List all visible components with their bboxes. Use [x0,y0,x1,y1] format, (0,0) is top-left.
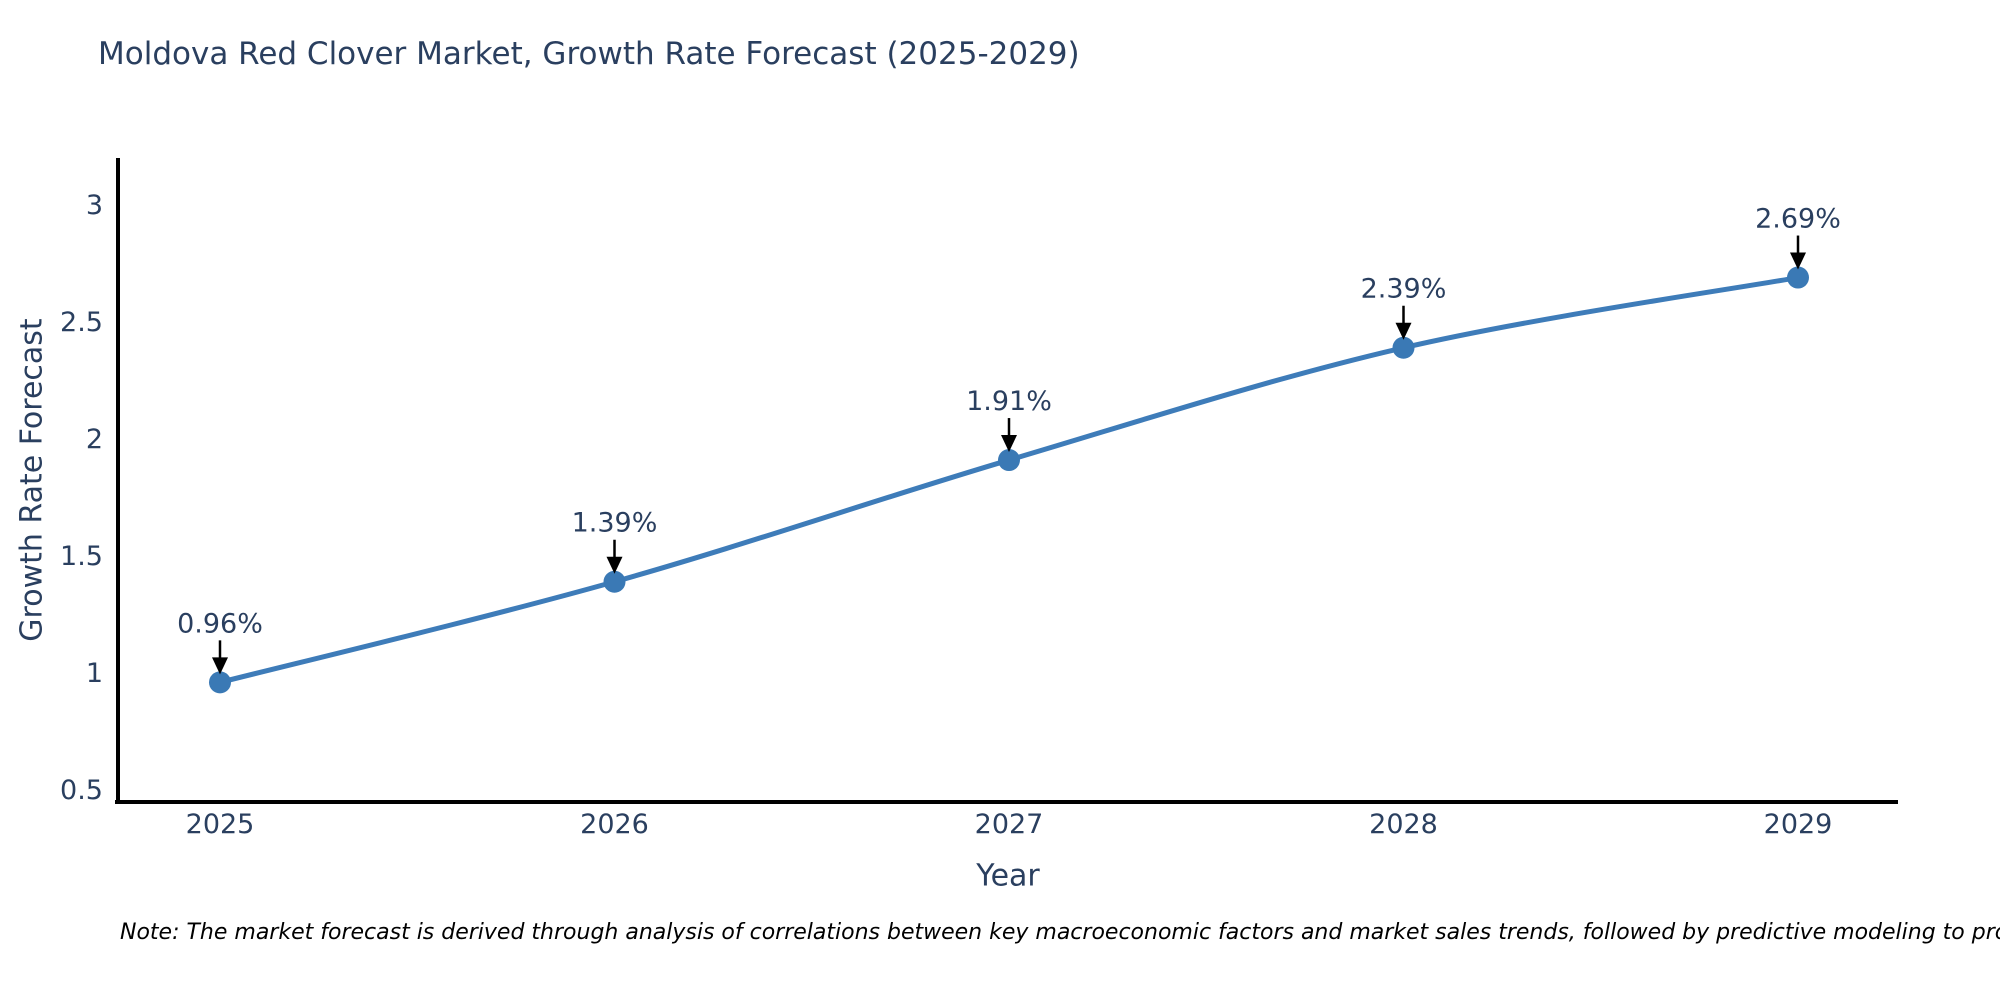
point-value-label: 1.91% [966,386,1052,417]
point-value-label: 2.39% [1361,274,1447,305]
x-tick-label: 2029 [1764,809,1833,840]
axes [115,158,1898,804]
footnote: Note: The market forecast is derived thr… [120,920,2000,945]
data-point-marker-2025[interactable] [209,671,231,694]
y-tick-labels: 0.5 1 1.5 2 2.5 3 [60,190,103,806]
annotation-arrowhead-icon [1790,252,1806,270]
x-tick-labels: 2025 2026 2027 2028 2029 [186,809,1833,840]
y-tick-label: 1 [86,658,103,689]
x-tick-label: 2027 [975,809,1044,840]
annotation-arrowhead-icon [212,657,228,675]
data-point-marker-2027[interactable] [998,449,1020,472]
y-tick-label: 2 [86,424,103,455]
x-tick-label: 2025 [186,809,255,840]
annotation-arrowhead-icon [1001,435,1017,453]
annotation-arrowhead-icon [1395,322,1412,340]
x-axis-title: Year [976,858,1040,894]
point-annotations: 0.96% 1.39% 1.91% 2.39% 2.69% [177,204,1841,675]
data-point-marker-2029[interactable] [1787,266,1809,289]
data-point-marker-2028[interactable] [1392,336,1415,359]
y-tick-label: 0.5 [60,775,103,806]
point-value-label: 0.96% [177,608,263,639]
series-line [217,275,1801,685]
x-tick-label: 2028 [1369,809,1438,840]
y-tick-label: 2.5 [60,307,103,338]
point-value-label: 2.69% [1755,204,1841,235]
y-tick-label: 3 [86,190,103,221]
point-value-label: 1.39% [572,508,658,539]
x-tick-label: 2026 [580,809,649,840]
data-point-marker-2026[interactable] [603,570,626,593]
y-tick-label: 1.5 [60,541,103,572]
chart-title: Moldova Red Clover Market, Growth Rate F… [98,36,1080,72]
annotation-arrowhead-icon [606,556,623,574]
data-points [209,266,1809,694]
